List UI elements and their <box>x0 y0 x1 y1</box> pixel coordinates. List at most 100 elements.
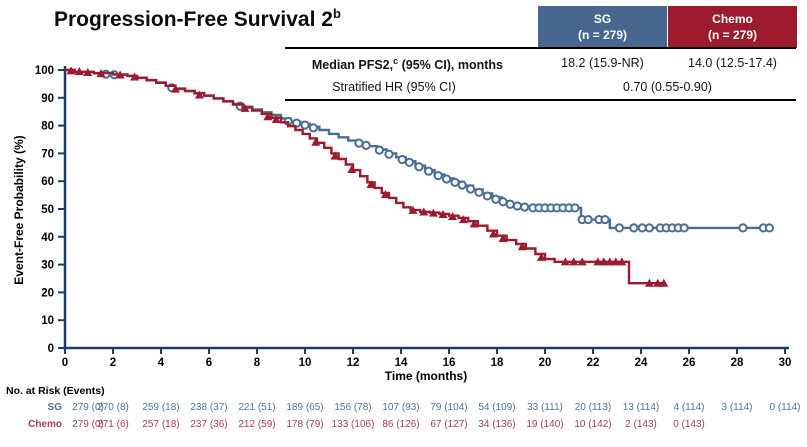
sg-censor-marker <box>457 180 467 190</box>
stratified-hr-row-label: Stratified HR (95% CI) <box>332 80 456 94</box>
risk-value: 2 (143) <box>625 419 657 430</box>
chemo-censor-marker <box>599 257 609 266</box>
median-label-pre: Median PFS2, <box>311 58 394 73</box>
median-pfs2-chemo-value: 14.0 (12.5-17.4) <box>688 56 777 70</box>
sg-censor-marker <box>397 154 407 165</box>
chemo-censor-marker <box>605 257 615 266</box>
sg-censor-marker <box>308 123 318 133</box>
sg-censor-marker <box>404 157 414 167</box>
x-tick-label: 6 <box>206 357 212 369</box>
y-tick-label: 50 <box>41 204 54 216</box>
chemo-censor-marker <box>617 257 627 266</box>
median-label-superscript: c <box>393 56 399 66</box>
risk-value: 0 (143) <box>673 419 705 430</box>
x-tick-label: 24 <box>635 357 648 369</box>
sg-censor-marker <box>629 223 639 233</box>
stratified-hr-value: 0.70 (0.55-0.90) <box>623 80 712 94</box>
x-tick-label: 14 <box>395 357 408 369</box>
y-tick-label: 0 <box>48 343 54 355</box>
sg-censor-marker <box>570 203 580 213</box>
chemo-censor-marker <box>653 278 663 287</box>
x-tick-label: 0 <box>62 357 68 369</box>
chemo-censor-marker <box>330 151 340 160</box>
sg-censor-marker <box>512 201 523 211</box>
risk-value: 4 (114) <box>673 402 705 413</box>
sg-column-n: (n = 279) <box>577 28 628 42</box>
sg-censor-marker <box>491 194 501 204</box>
risk-value: 19 (140) <box>526 419 564 430</box>
x-tick-label: 4 <box>158 357 165 369</box>
sg-censor-marker <box>424 166 434 176</box>
risk-value: 271 (6) <box>97 419 129 430</box>
chemo-censor-marker <box>240 103 250 112</box>
x-tick-label: 8 <box>254 357 261 369</box>
risk-value: 212 (59) <box>238 419 276 430</box>
sg-censor-marker <box>614 223 625 233</box>
title-text: Progression-Free Survival 2 <box>54 8 333 31</box>
chemo-censor-marker <box>593 257 603 266</box>
summary-table-bottom-rule <box>285 99 796 101</box>
risk-table-header: No. at Risk (Events) <box>6 385 105 397</box>
chemo-censor-marker <box>659 278 669 287</box>
risk-value: 238 (37) <box>190 402 228 413</box>
risk-value: 270 (8) <box>97 402 129 413</box>
chemo-censor-marker <box>569 257 579 266</box>
x-tick-label: 2 <box>110 357 116 369</box>
chemo-censor-marker <box>498 233 508 242</box>
risk-value: 10 (142) <box>574 419 612 430</box>
risk-value: 0 (114) <box>769 402 801 413</box>
chemo-censor-marker <box>448 212 458 221</box>
page-title: Progression-Free Survival 2b <box>54 6 341 32</box>
chemo-censor-marker <box>428 208 438 217</box>
sg-censor-marker <box>764 223 775 233</box>
risk-row-label-chemo: Chemo <box>28 419 62 430</box>
sg-column-name: SG <box>593 11 612 26</box>
chemo-censor-marker <box>194 90 204 99</box>
x-tick-label: 12 <box>347 357 360 369</box>
chemo-censor-marker <box>380 190 390 199</box>
risk-value: 33 (111) <box>527 402 563 413</box>
chemo-censor-marker <box>366 180 376 189</box>
chemo-censor-marker <box>536 252 546 261</box>
chemo-censor-marker <box>83 68 93 77</box>
chemo-column-header: Chemo (n = 279) <box>668 6 797 48</box>
x-tick-label: 22 <box>587 357 600 369</box>
sg-censor-marker <box>300 120 310 130</box>
sg-censor-marker <box>583 214 593 225</box>
x-axis-title: Time (months) <box>384 369 468 383</box>
chemo-column-n: (n = 279) <box>707 28 758 42</box>
sg-column-header: SG (n = 279) <box>538 6 667 48</box>
sg-censor-marker <box>679 223 689 233</box>
chemo-curve <box>65 68 663 285</box>
y-tick-label: 10 <box>41 315 54 327</box>
sg-censor-marker <box>414 162 424 172</box>
chemo-censor-marker <box>170 84 180 93</box>
risk-value: 279 (0) <box>72 402 104 413</box>
y-axis-title: Event-Free Probability (%) <box>12 135 26 285</box>
median-label-post: (95% CI), months <box>398 58 503 73</box>
sg-censor-marker <box>450 177 460 187</box>
sg-censor-marker <box>442 174 452 184</box>
risk-value: 221 (51) <box>238 402 276 413</box>
chemo-censor-marker <box>611 257 621 266</box>
chemo-censor-marker <box>130 72 140 81</box>
sg-censor-marker <box>384 149 394 159</box>
sg-censor-marker <box>644 223 655 233</box>
sg-censor-marker <box>637 223 647 233</box>
chemo-censor-marker <box>311 137 321 146</box>
chemo-censor-marker <box>263 112 273 121</box>
chemo-censor-marker <box>115 70 125 79</box>
x-tick-label: 16 <box>443 357 456 369</box>
sg-censor-marker <box>361 140 371 150</box>
chemo-censor-marker <box>560 257 570 266</box>
risk-row-label-sg: SG <box>47 402 62 413</box>
risk-value: 54 (109) <box>478 402 516 413</box>
chemo-censor-marker <box>458 215 468 224</box>
sg-curve <box>65 68 771 230</box>
sg-censor-marker <box>505 199 515 209</box>
y-tick-label: 20 <box>41 287 54 299</box>
risk-value: 156 (78) <box>334 402 372 413</box>
chemo-censor-marker <box>66 66 76 75</box>
x-tick-label: 28 <box>731 357 744 369</box>
